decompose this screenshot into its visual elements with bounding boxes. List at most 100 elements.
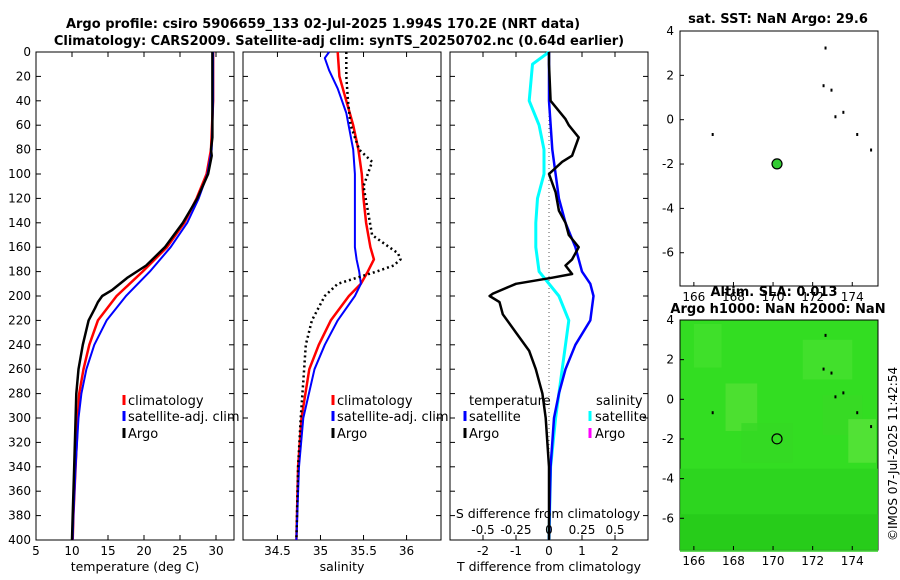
sst_map-xtick-label: 170 xyxy=(762,290,785,304)
sla_map-xtick-label: 174 xyxy=(841,554,864,568)
temperature-ytick-label: 200 xyxy=(8,289,31,303)
sst_map-island xyxy=(870,148,873,152)
salinity-axes-box xyxy=(242,51,442,541)
diff-legend-sal-satellite: satellite xyxy=(595,410,647,425)
temperature-ytick-label: 340 xyxy=(8,460,31,474)
temperature-ytick-label: 140 xyxy=(8,216,31,230)
sla_map-island xyxy=(870,425,873,429)
sst_map-xtick-label: 172 xyxy=(801,290,824,304)
temperature-xtick-label: 20 xyxy=(136,544,151,558)
temperature-legend-satellite: satellite-adj. clim xyxy=(128,410,240,425)
sst_map-ytick-label: -6 xyxy=(662,246,674,260)
temperature-ytick-label: 380 xyxy=(8,509,31,523)
temperature-legend: climatology satellite-adj. clim Argo xyxy=(128,394,240,442)
sla-field-patch xyxy=(741,423,793,463)
temperature-ytick-label: 60 xyxy=(16,118,31,132)
sst_map-argo-marker xyxy=(771,158,783,170)
salinity-legend-climatology: climatology xyxy=(337,394,413,409)
sst_map-island xyxy=(711,133,714,136)
salinity-profile-panel: 34.5 35 35.5 36 salinity xyxy=(242,51,442,574)
sst_map-ytick-label: -2 xyxy=(662,157,674,171)
sst_map-ytick-label: 4 xyxy=(666,24,674,38)
difference-series-temperature-argo xyxy=(488,52,580,540)
sla_map-island xyxy=(711,411,714,415)
salinity-legend: climatology satellite-adj. clim Argo xyxy=(337,394,449,442)
temperature-ytick-label: 220 xyxy=(8,313,31,327)
temperature-series-argo xyxy=(70,52,214,541)
sla_map-argo-marker xyxy=(771,433,783,445)
difference-xtick-label: -2 xyxy=(477,544,489,558)
sla_map-ytick-label: 0 xyxy=(666,392,674,406)
sst_map-island xyxy=(834,115,837,119)
temperature-ytick-label: 320 xyxy=(8,435,31,449)
sla_map-island xyxy=(834,395,837,399)
sst_map-ytick-label: 2 xyxy=(666,68,674,82)
sla-map-title-line2: Argo h1000: NaN h2000: NaN xyxy=(670,302,885,317)
sla_map-xtick-label: 170 xyxy=(762,554,785,568)
temperature-ytick-label: 160 xyxy=(8,240,31,254)
difference-legend: temperature satellite Argo salinity sate… xyxy=(469,394,647,442)
temperature-ytick-label: 0 xyxy=(23,45,31,59)
temperature-axes-box xyxy=(35,51,235,541)
difference-xtick-label: -1 xyxy=(510,544,522,558)
sst_map-ytick-label: 0 xyxy=(666,113,674,127)
sla-field-patch xyxy=(802,339,853,380)
difference-xlabel: T difference from climatology xyxy=(456,559,642,574)
temperature-profile-panel: 5 10 15 20 25 3002040608010012014016018020022… xyxy=(8,45,235,574)
difference-xtick-label: 1 xyxy=(578,544,586,558)
salinity-legend-argo: Argo xyxy=(337,427,367,442)
diff-legend-temp-argo: Argo xyxy=(469,427,499,442)
difference-s-tick-label: -0.5 xyxy=(471,523,494,537)
sla-field-patch xyxy=(680,514,878,550)
difference-s-tick-label: -0.25 xyxy=(500,523,531,537)
sla-map-panel: 166 168 170 172 174 4 2 0 -2 -4 -6 xyxy=(662,313,879,568)
temperature-ytick-label: 80 xyxy=(16,143,31,157)
sst_map-island xyxy=(856,133,859,136)
temperature-ytick-label: 120 xyxy=(8,191,31,205)
sst_map-xtick-label: 174 xyxy=(841,290,864,304)
temperature-ytick-label: 180 xyxy=(8,265,31,279)
sst_map-ytick-label: -4 xyxy=(662,201,674,215)
temperature-ytick-label: 40 xyxy=(16,94,31,108)
sst_map-island xyxy=(842,110,845,114)
temperature-ytick-label: 100 xyxy=(8,167,31,181)
sla_map-ytick-label: -6 xyxy=(662,511,674,525)
temperature-xtick-label: 10 xyxy=(64,544,79,558)
salinity-xtick-label: 35.5 xyxy=(350,544,377,558)
salinity-xlabel: salinity xyxy=(320,559,365,574)
salinity-xtick-label: 34.5 xyxy=(264,544,291,558)
difference-xtick-label: 2 xyxy=(611,544,619,558)
salinity-xtick-label: 35 xyxy=(313,544,328,558)
temperature-ytick-label: 260 xyxy=(8,362,31,376)
sst_map-island xyxy=(830,88,833,92)
sla-map-title-line1: Altim. SLA: 0.013 xyxy=(711,285,838,300)
imos-credit: ©IMOS 07-Jul-2025 11:42:54 xyxy=(886,367,900,541)
temperature-ytick-label: 300 xyxy=(8,411,31,425)
temperature-legend-climatology: climatology xyxy=(128,394,204,409)
temperature-xtick-label: 5 xyxy=(32,544,40,558)
sla-field-patch xyxy=(693,323,722,368)
salinity-legend-satellite: satellite-adj. clim xyxy=(337,410,449,425)
figure-title-line2: Climatology: CARS2009. Satellite-adj cli… xyxy=(54,34,624,49)
sla_map-island xyxy=(822,367,825,371)
sla_map-ytick-label: 4 xyxy=(666,313,674,327)
sla_map-ytick-label: -4 xyxy=(662,472,674,486)
sst_map-axes-box xyxy=(679,30,879,287)
sla_map-island xyxy=(842,391,845,395)
difference-top-label: S difference from climatology xyxy=(456,506,641,521)
temperature-xtick-label: 15 xyxy=(100,544,115,558)
diff-legend-temperature: temperature xyxy=(469,394,551,409)
salinity-xtick-label: 36 xyxy=(399,544,414,558)
sla_map-ytick-label: 2 xyxy=(666,353,674,367)
difference-s-tick-label: 0 xyxy=(545,523,553,537)
difference-series-temperature-satellite xyxy=(547,52,595,541)
salinity-series-satellite-adj-clim xyxy=(295,51,362,541)
difference-s-tick-label: 0.5 xyxy=(605,523,624,537)
temperature-ytick-label: 240 xyxy=(8,338,31,352)
sst_map-island xyxy=(822,84,825,88)
sst_map-island xyxy=(824,46,827,50)
figure-title-line1: Argo profile: csiro 5906659_133 02-Jul-2… xyxy=(66,17,580,32)
diff-legend-sal-argo: Argo xyxy=(595,427,625,442)
temperature-xtick-label: 25 xyxy=(172,544,187,558)
